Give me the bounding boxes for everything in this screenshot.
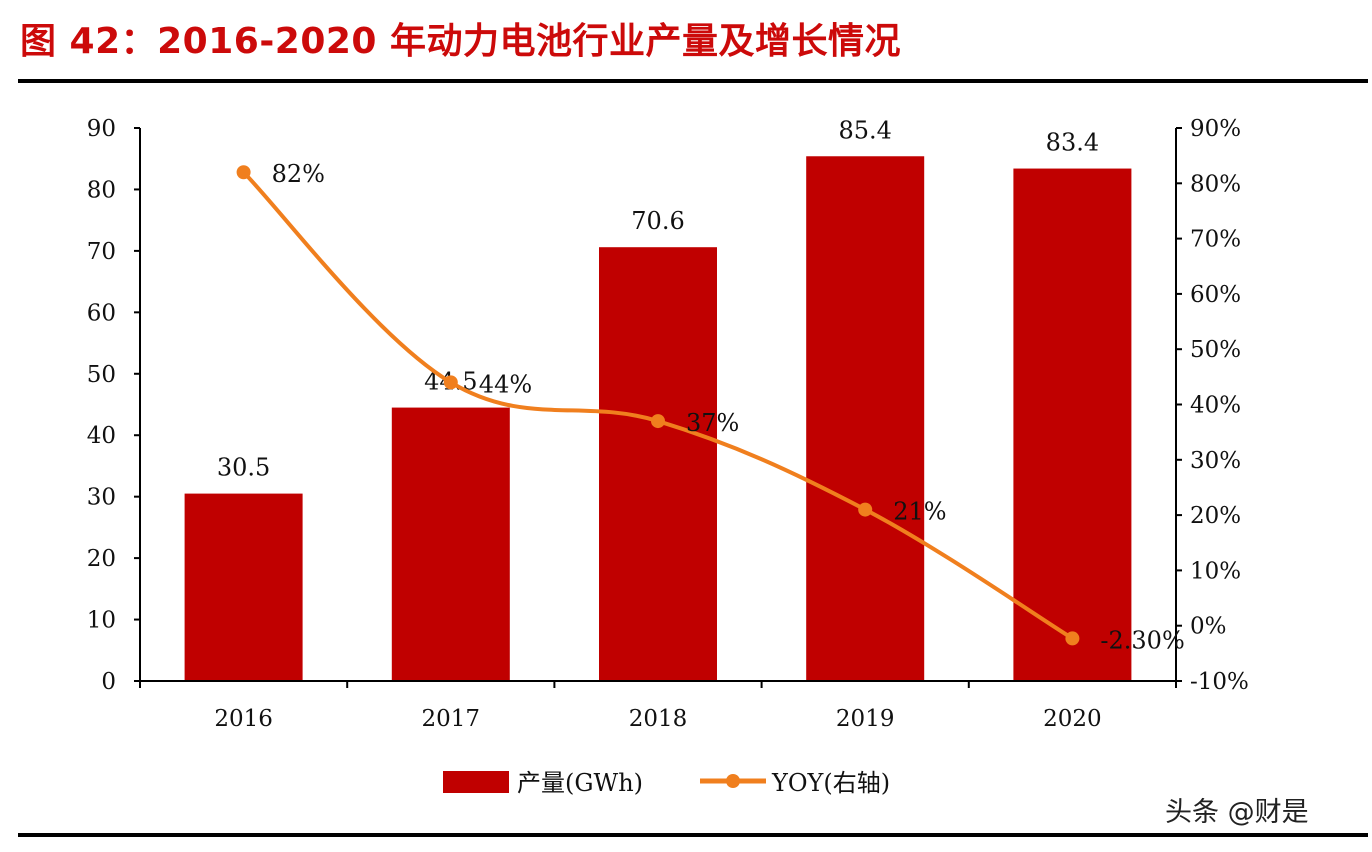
legend-bar-label: 产量(GWh)	[517, 769, 643, 797]
left-tick-label: 80	[87, 177, 116, 203]
x-tick-label-2017: 2017	[422, 706, 481, 732]
yoy-label-2019: 21%	[893, 498, 946, 526]
right-tick-label: 30%	[1190, 448, 1241, 474]
left-tick-label: 70	[87, 239, 116, 265]
right-tick-label: 10%	[1190, 558, 1241, 584]
left-tick-label: 90	[87, 116, 116, 142]
yoy-label-2020: -2.30%	[1100, 626, 1184, 654]
right-tick-label: 60%	[1190, 282, 1241, 308]
right-tick-label: 90%	[1190, 116, 1241, 142]
right-tick-label: 0%	[1190, 614, 1227, 640]
right-tick-label: 20%	[1190, 503, 1241, 529]
right-tick-label: 80%	[1190, 171, 1241, 197]
left-tick-label: 30	[87, 485, 116, 511]
bar-label-2018: 70.6	[631, 207, 684, 235]
bar-2020	[1013, 168, 1132, 681]
left-tick-label: 10	[87, 608, 116, 634]
yoy-point-2016	[236, 165, 251, 180]
figure-title: 图 42：2016-2020 年动力电池行业产量及增长情况	[20, 21, 901, 62]
yoy-label-2016: 82%	[272, 160, 325, 188]
yoy-label-2017: 44%	[479, 370, 532, 398]
x-tick-label-2018: 2018	[629, 706, 688, 732]
bar-2016	[184, 493, 303, 681]
right-tick-label: 50%	[1190, 337, 1241, 363]
left-tick-label: 0	[101, 669, 116, 695]
x-tick-label-2019: 2019	[836, 706, 895, 732]
bar-label-2020: 83.4	[1046, 129, 1099, 157]
left-tick-label: 50	[87, 362, 116, 388]
yoy-point-2020	[1065, 631, 1080, 646]
bar-label-2019: 85.4	[838, 116, 891, 144]
right-tick-label: 70%	[1190, 227, 1241, 253]
left-tick-label: 60	[87, 300, 116, 326]
right-tick-label: 40%	[1190, 393, 1241, 419]
left-tick-label: 40	[87, 423, 116, 449]
left-tick-label: 20	[87, 546, 116, 572]
legend-line-label: YOY(右轴)	[771, 769, 890, 797]
x-tick-label-2016: 2016	[214, 706, 273, 732]
bottom-rule	[18, 833, 1368, 837]
yoy-point-2018	[651, 414, 665, 429]
right-tick-label: -10%	[1190, 669, 1249, 695]
legend-line-marker	[726, 774, 740, 788]
yoy-label-2018: 37%	[686, 409, 739, 437]
legend-bar-swatch	[443, 771, 509, 793]
yoy-point-2019	[858, 502, 873, 517]
top-rule	[18, 79, 1368, 83]
watermark: 头条 @财是	[1165, 797, 1309, 828]
bar-2017	[391, 407, 510, 681]
bar-2019	[806, 156, 925, 681]
bar-label-2016: 30.5	[217, 454, 270, 482]
bar-2018	[599, 247, 717, 682]
yoy-point-2017	[443, 375, 458, 390]
x-tick-label-2020: 2020	[1043, 706, 1102, 732]
